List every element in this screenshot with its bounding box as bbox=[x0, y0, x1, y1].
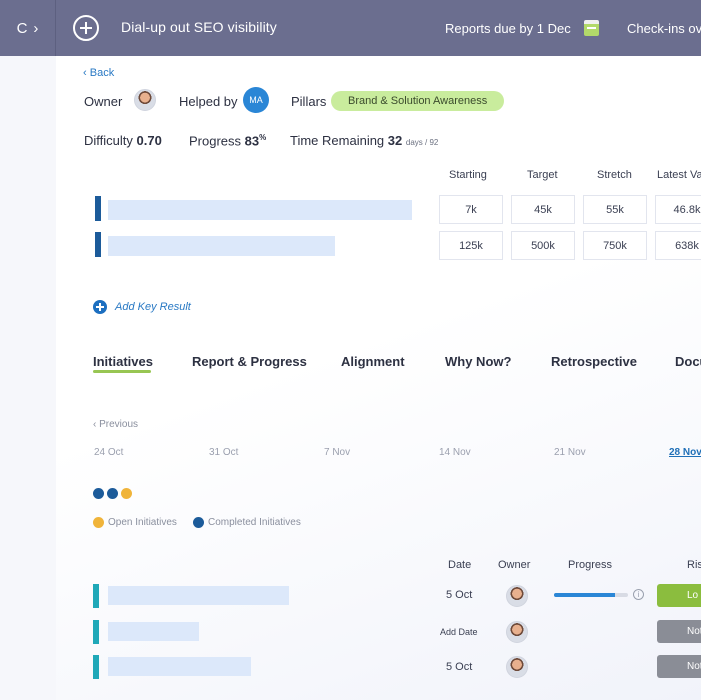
col-target: Target bbox=[527, 169, 558, 181]
key-result-title-1[interactable] bbox=[108, 200, 412, 220]
initiative-date[interactable]: 5 Oct bbox=[446, 589, 473, 601]
open-legend-dot bbox=[93, 517, 104, 528]
open-initiative-dot[interactable] bbox=[121, 488, 132, 499]
initiative-owner-avatar[interactable] bbox=[506, 656, 528, 678]
initiative-date[interactable]: 5 Oct bbox=[446, 661, 473, 673]
tab-active-underline bbox=[93, 370, 151, 373]
initiative-add-date[interactable]: Add Date bbox=[440, 627, 478, 637]
risk-badge[interactable]: Not bbox=[657, 620, 701, 643]
legend-open-label: Open Initiatives bbox=[108, 517, 177, 528]
owner-avatar[interactable] bbox=[134, 89, 156, 111]
initiative-owner-avatar[interactable] bbox=[506, 585, 528, 607]
kr-stretch-cell[interactable]: 750k bbox=[583, 231, 647, 260]
key-result-marker bbox=[95, 196, 101, 221]
chevron-left-icon: ‹ bbox=[93, 419, 100, 430]
difficulty-label: Difficulty bbox=[84, 133, 133, 148]
completed-legend-dot bbox=[193, 517, 204, 528]
initiative-progress-bar[interactable] bbox=[554, 593, 628, 597]
previous-label: Previous bbox=[99, 419, 139, 430]
tab-alignment[interactable]: Alignment bbox=[341, 354, 405, 369]
timeline-date[interactable]: 24 Oct bbox=[94, 447, 124, 458]
top-bar: C › Dial-up out SEO visibility Reports d… bbox=[0, 0, 701, 56]
owner-label: Owner bbox=[84, 94, 123, 109]
initiative-owner-avatar[interactable] bbox=[506, 621, 528, 643]
initiative-title-3[interactable] bbox=[108, 657, 251, 676]
initiative-marker bbox=[93, 655, 99, 679]
pillars-label: Pillars bbox=[291, 94, 327, 109]
kr-target-cell[interactable]: 45k bbox=[511, 195, 575, 224]
timeline-date[interactable]: 14 Nov bbox=[439, 447, 471, 458]
tab-documents[interactable]: Docu bbox=[675, 354, 701, 369]
objective-title: Dial-up out SEO visibility bbox=[121, 19, 277, 35]
chevron-left-icon: ‹ bbox=[83, 67, 90, 79]
reports-due-text: Reports due by 1 Dec bbox=[445, 21, 571, 36]
initiative-title-2[interactable] bbox=[108, 622, 199, 641]
helper-avatar[interactable]: MA bbox=[243, 87, 269, 113]
timeline-date[interactable]: 31 Oct bbox=[209, 447, 239, 458]
add-circle-icon bbox=[93, 300, 107, 314]
legend-completed: Completed Initiatives bbox=[193, 517, 301, 528]
kr-stretch-cell[interactable]: 55k bbox=[583, 195, 647, 224]
tab-why-now[interactable]: Why Now? bbox=[445, 354, 512, 369]
progress-unit: % bbox=[259, 133, 267, 142]
col-progress: Progress bbox=[568, 559, 613, 571]
risk-badge[interactable]: Not bbox=[657, 655, 701, 678]
info-icon[interactable]: i bbox=[633, 589, 644, 600]
risk-badge[interactable]: Lo bbox=[657, 584, 701, 607]
progress-label: Progress bbox=[189, 133, 242, 149]
progress-metric: Progress 83% bbox=[189, 133, 266, 148]
time-remaining-value: 32 bbox=[387, 133, 403, 148]
completed-initiative-dot[interactable] bbox=[93, 488, 104, 499]
tab-retrospective[interactable]: Retrospective bbox=[551, 354, 637, 369]
time-remaining-label: Time Remaining bbox=[290, 133, 385, 148]
col-date: Date bbox=[448, 559, 472, 571]
col-latest: Latest Va bbox=[657, 169, 701, 181]
time-remaining-metric: Time Remaining 32 days / 92 bbox=[290, 133, 438, 148]
main-panel: ‹ Back Owner Helped by MA Pillars Brand … bbox=[56, 56, 701, 700]
add-key-result-label: Add Key Result bbox=[115, 301, 191, 313]
kr-latest-cell[interactable]: 46.8k bbox=[655, 195, 701, 224]
checkins-link[interactable]: Check-ins ov bbox=[627, 21, 701, 36]
timeline-date-active[interactable]: 28 Nov bbox=[669, 447, 701, 458]
initiative-progress-fill bbox=[554, 593, 615, 597]
legend-completed-label: Completed Initiatives bbox=[208, 517, 301, 528]
initiative-marker bbox=[93, 620, 99, 644]
col-risk: Ris bbox=[687, 559, 701, 571]
completed-initiative-dot[interactable] bbox=[107, 488, 118, 499]
kr-target-cell[interactable]: 500k bbox=[511, 231, 575, 260]
nav-controls: C › bbox=[0, 0, 56, 56]
col-owner: Owner bbox=[498, 559, 531, 571]
timeline-date[interactable]: 21 Nov bbox=[554, 447, 586, 458]
back-label: Back bbox=[89, 67, 115, 79]
col-starting: Starting bbox=[449, 169, 487, 181]
helped-by-label: Helped by bbox=[179, 94, 238, 109]
pillar-badge[interactable]: Brand & Solution Awareness bbox=[331, 91, 505, 111]
timeline-date[interactable]: 7 Nov bbox=[324, 447, 351, 458]
progress-value: 83 bbox=[244, 133, 260, 149]
legend-open: Open Initiatives bbox=[93, 517, 177, 528]
sidebar bbox=[0, 56, 56, 700]
col-stretch: Stretch bbox=[597, 169, 632, 181]
initiative-title-1[interactable] bbox=[108, 586, 289, 605]
add-key-result-button[interactable]: Add Key Result bbox=[93, 300, 191, 314]
key-result-marker bbox=[95, 232, 101, 257]
difficulty-metric: Difficulty 0.70 bbox=[84, 133, 162, 148]
forward-icon[interactable]: › bbox=[33, 19, 39, 37]
key-result-title-2[interactable] bbox=[108, 236, 335, 256]
time-remaining-unit: days / 92 bbox=[405, 138, 439, 147]
kr-starting-cell[interactable]: 125k bbox=[439, 231, 503, 260]
calendar-icon[interactable] bbox=[584, 20, 599, 36]
tab-initiatives[interactable]: Initiatives bbox=[93, 354, 153, 369]
add-circle-icon[interactable] bbox=[73, 15, 99, 41]
previous-button[interactable]: ‹ Previous bbox=[93, 419, 138, 430]
kr-latest-cell[interactable]: 638k bbox=[655, 231, 701, 260]
refresh-icon[interactable]: C bbox=[16, 19, 28, 37]
difficulty-value: 0.70 bbox=[136, 133, 162, 148]
kr-starting-cell[interactable]: 7k bbox=[439, 195, 503, 224]
back-link[interactable]: ‹ Back bbox=[83, 67, 114, 79]
initiative-marker bbox=[93, 584, 99, 608]
tab-report-progress[interactable]: Report & Progress bbox=[192, 354, 307, 369]
